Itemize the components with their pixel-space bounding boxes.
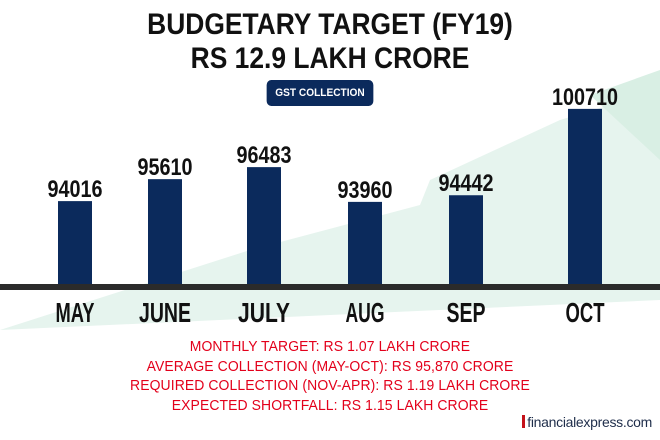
data-label-oct: 100710 — [552, 84, 618, 111]
gst-collection-badge: GST COLLECTION — [266, 80, 374, 106]
source-credit: financialexpress.com — [522, 414, 652, 430]
note-average-collection: AVERAGE COLLECTION (MAY-OCT): RS 95,870 … — [146, 357, 514, 375]
category-label-oct: OCT — [566, 297, 605, 328]
source-logo-mark — [522, 415, 526, 428]
category-label-sep: SEP — [447, 297, 486, 328]
bar-aug — [348, 201, 382, 284]
bar-may — [58, 201, 92, 284]
data-label-may: 94016 — [48, 176, 103, 203]
bar-oct — [568, 108, 602, 284]
data-label-aug: 93960 — [338, 177, 393, 204]
bar-june — [148, 179, 182, 284]
notes-block: MONTHLY TARGET: RS 1.07 LAKH CRORE AVERA… — [0, 337, 660, 415]
category-label-aug: AUG — [346, 297, 385, 328]
data-label-june: 95610 — [138, 154, 193, 181]
chart-title-line2: RS 12.9 LAKH CRORE — [190, 42, 470, 75]
category-label-may: MAY — [56, 297, 95, 328]
note-expected-shortfall: EXPECTED SHORTFALL: RS 1.15 LAKH CRORE — [171, 396, 489, 414]
category-label-july: JULY — [238, 297, 290, 328]
note-required-collection: REQUIRED COLLECTION (NOV-APR): RS 1.19 L… — [130, 377, 530, 394]
data-label-july: 96483 — [237, 142, 292, 169]
chart-baseline — [0, 284, 660, 290]
category-label-june: JUNE — [139, 297, 191, 328]
bar-sep — [449, 195, 483, 284]
source-text: financialexpress.com — [527, 414, 652, 430]
note-monthly-target: MONTHLY TARGET: RS 1.07 LAKH CRORE — [189, 338, 471, 355]
data-label-sep: 94442 — [439, 170, 494, 197]
chart-title-line1: BUDGETARY TARGET (FY19) — [147, 8, 513, 41]
bar-july — [247, 167, 281, 284]
